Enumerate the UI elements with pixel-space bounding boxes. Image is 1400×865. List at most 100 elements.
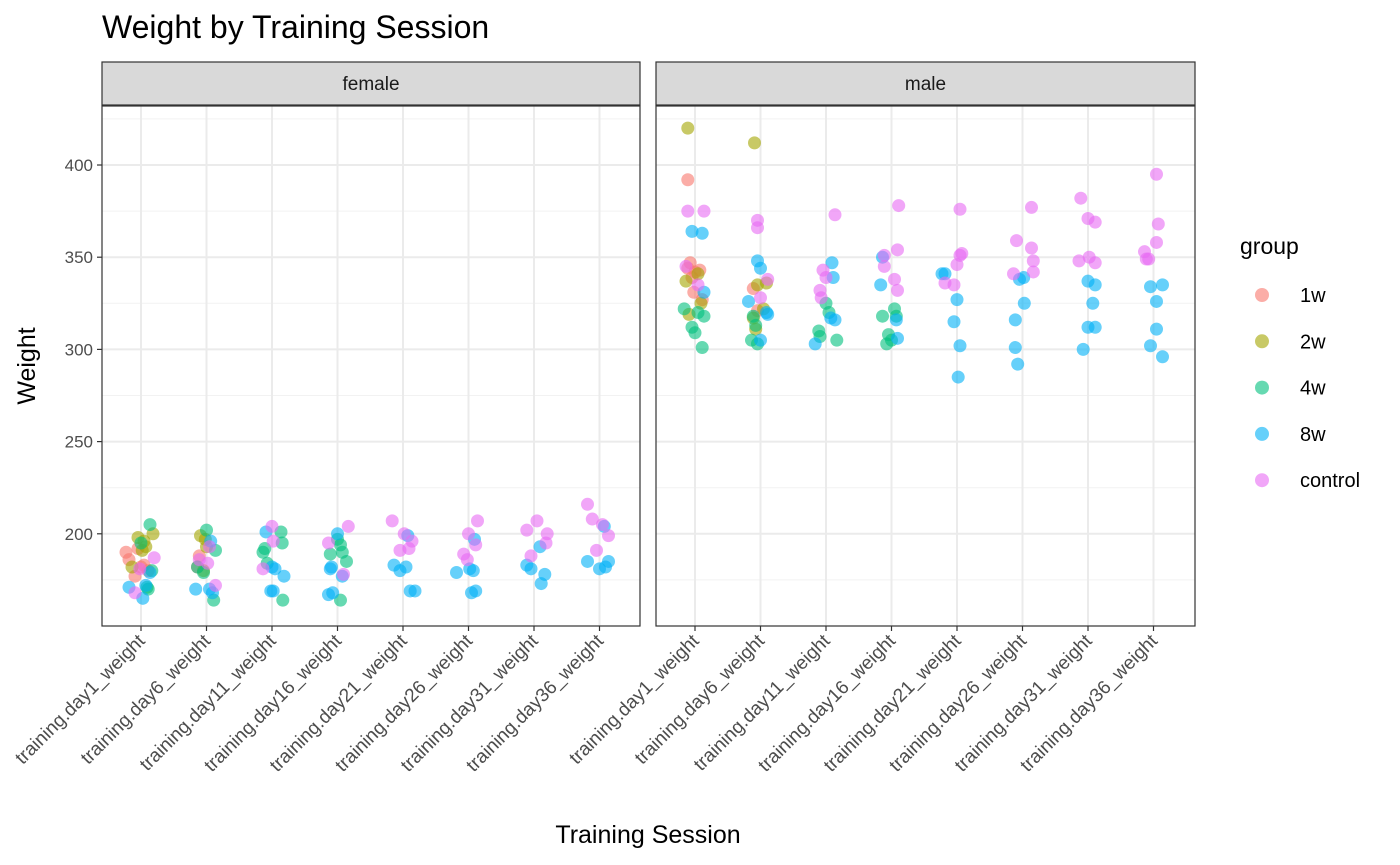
point-8w	[685, 224, 699, 238]
point-8w	[808, 337, 822, 351]
point-control	[697, 204, 711, 218]
x-tick-label: training.day6_weight	[77, 630, 216, 769]
facet-strip-label: male	[905, 74, 946, 95]
legend-label: 2w	[1300, 331, 1326, 353]
point-4w	[323, 547, 337, 561]
point-8w	[947, 315, 961, 329]
point-8w	[581, 554, 594, 568]
point-control	[596, 518, 609, 532]
point-4w	[695, 341, 709, 355]
chart-title: Weight by Training Session	[102, 9, 489, 45]
point-control	[469, 538, 483, 552]
x-tick-label: training.day6_weight	[631, 630, 770, 769]
point-control	[530, 514, 544, 528]
point-8w	[825, 256, 839, 270]
point-control	[1074, 191, 1088, 205]
point-8w	[1008, 341, 1022, 355]
y-axis: 200 250 300 350 400	[65, 156, 102, 544]
point-control	[524, 549, 538, 563]
legend-title: group	[1240, 233, 1299, 259]
point-8w	[760, 306, 773, 320]
facet-panel-female: female 200 250 300 350 400 training.day1_weigh…	[11, 61, 641, 776]
y-axis-title: Weight	[13, 327, 41, 404]
point-8w	[1150, 322, 1163, 336]
point-8w	[1086, 296, 1100, 310]
point-8w	[1156, 278, 1169, 292]
point-control	[337, 567, 350, 581]
point-8w	[754, 261, 767, 275]
point-8w	[325, 560, 338, 574]
legend-item-1w: 1w	[1255, 285, 1326, 307]
point-control	[1025, 241, 1038, 255]
facet-panels: female 200 250 300 350 400 training.day1_weigh…	[11, 61, 1196, 776]
point-control	[877, 248, 891, 262]
point-4w	[340, 554, 353, 568]
point-control	[828, 208, 842, 222]
point-8w	[538, 567, 552, 581]
point-control	[520, 523, 534, 537]
gridlines	[656, 106, 1195, 626]
point-4w	[200, 523, 213, 537]
point-2w	[691, 267, 705, 281]
point-8w	[268, 562, 282, 576]
point-control	[266, 534, 280, 548]
facet-strip	[101, 61, 641, 106]
point-4w	[143, 518, 157, 532]
point-8w	[874, 278, 888, 292]
point-control	[761, 272, 775, 286]
point-4w	[876, 309, 889, 323]
point-control	[1151, 217, 1165, 231]
point-control	[385, 514, 399, 528]
legend-key	[1255, 473, 1269, 488]
point-control	[203, 540, 216, 554]
point-4w	[258, 542, 272, 556]
point-control	[1150, 235, 1163, 249]
point-4w	[830, 333, 844, 347]
point-control	[1088, 215, 1102, 229]
point-4w	[880, 337, 894, 351]
point-4w	[697, 309, 711, 323]
point-control	[1007, 267, 1020, 281]
point-control	[955, 247, 969, 261]
point-control	[888, 272, 901, 286]
point-control	[256, 562, 270, 576]
point-8w	[742, 294, 755, 308]
legend-item-4w: 4w	[1255, 378, 1326, 400]
point-control	[1142, 252, 1156, 266]
legend-key	[1255, 380, 1269, 395]
point-8w	[1156, 350, 1169, 364]
point-8w	[1011, 357, 1025, 371]
point-8w	[277, 569, 291, 583]
point-8w	[1008, 313, 1022, 327]
legend: group 1w 2w 4w 8w control	[1240, 233, 1360, 492]
point-control	[751, 221, 764, 235]
point-8w	[1076, 342, 1090, 356]
legend-key	[1255, 334, 1269, 349]
point-8w	[1144, 280, 1157, 294]
point-8w	[938, 267, 952, 281]
legend-item-control: control	[1255, 470, 1360, 492]
point-8w	[889, 313, 903, 327]
point-8w	[469, 584, 483, 598]
legend-label: control	[1300, 470, 1360, 492]
point-4w	[134, 536, 148, 550]
data-points	[119, 497, 615, 607]
point-control	[891, 283, 904, 297]
point-control	[322, 536, 335, 550]
legend-label: 1w	[1300, 285, 1326, 307]
point-2w	[679, 274, 693, 288]
point-control	[133, 562, 147, 576]
facet-strip-label: female	[342, 74, 399, 95]
point-control	[201, 556, 215, 570]
point-1w	[681, 173, 695, 187]
point-control	[892, 199, 906, 213]
point-8w	[326, 586, 340, 600]
y-tick-label: 300	[65, 340, 93, 359]
point-control	[1010, 234, 1023, 248]
point-control	[691, 278, 705, 292]
point-8w	[266, 584, 280, 598]
point-8w	[950, 293, 964, 307]
point-control	[1088, 256, 1102, 270]
plot-background	[656, 106, 1195, 626]
point-control	[953, 202, 967, 216]
